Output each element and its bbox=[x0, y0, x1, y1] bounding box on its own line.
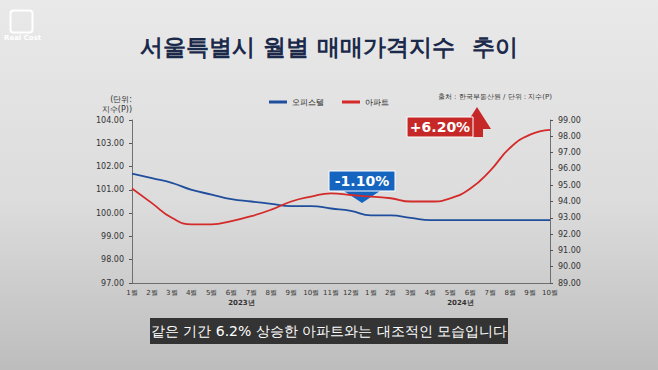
svg-text:1월: 1월 bbox=[126, 289, 137, 297]
svg-text:2024년: 2024년 bbox=[447, 299, 473, 307]
svg-text:8월: 8월 bbox=[266, 289, 277, 297]
svg-text:2월: 2월 bbox=[146, 289, 157, 297]
svg-text:99.00: 99.00 bbox=[558, 116, 581, 125]
svg-text:6월: 6월 bbox=[465, 289, 476, 297]
svg-text:10월: 10월 bbox=[303, 289, 319, 297]
svg-text:1월: 1월 bbox=[365, 289, 376, 297]
svg-text:98.00: 98.00 bbox=[558, 132, 581, 141]
svg-text:4월: 4월 bbox=[425, 289, 436, 297]
svg-text:104.00: 104.00 bbox=[96, 116, 124, 125]
svg-text:2023년: 2023년 bbox=[228, 299, 254, 307]
svg-text:5월: 5월 bbox=[445, 289, 456, 297]
svg-text:8월: 8월 bbox=[504, 289, 515, 297]
svg-text:93.00: 93.00 bbox=[558, 213, 581, 222]
svg-text:출처 : 한국부동산원 / 단위 : 지수(P): 출처 : 한국부동산원 / 단위 : 지수(P) bbox=[438, 93, 552, 101]
svg-text:94.00: 94.00 bbox=[558, 197, 581, 206]
svg-text:101.00: 101.00 bbox=[96, 185, 124, 194]
svg-text:5월: 5월 bbox=[206, 289, 217, 297]
svg-text:102.00: 102.00 bbox=[96, 162, 124, 171]
svg-text:6월: 6월 bbox=[226, 289, 237, 297]
svg-text:지수(P)): 지수(P)) bbox=[102, 105, 132, 114]
svg-text:4월: 4월 bbox=[186, 289, 197, 297]
svg-text:95.00: 95.00 bbox=[558, 181, 581, 190]
svg-text:(단위:: (단위: bbox=[110, 95, 132, 104]
svg-text:Real Cost: Real Cost bbox=[4, 34, 42, 42]
svg-text:9월: 9월 bbox=[286, 289, 297, 297]
svg-text:10월: 10월 bbox=[542, 289, 558, 297]
svg-text:7월: 7월 bbox=[485, 289, 496, 297]
svg-text:-1.10%: -1.10% bbox=[335, 173, 389, 189]
svg-text:7월: 7월 bbox=[246, 289, 257, 297]
svg-text:90.00: 90.00 bbox=[558, 262, 581, 271]
svg-text:서울특별시 월별 매매가격지수 추이: 서울특별시 월별 매매가격지수 추이 bbox=[140, 34, 517, 60]
svg-text:103.00: 103.00 bbox=[96, 139, 124, 148]
svg-text:98.00: 98.00 bbox=[101, 255, 124, 264]
svg-text:3월: 3월 bbox=[166, 289, 177, 297]
svg-text:+6.20%: +6.20% bbox=[410, 119, 470, 135]
svg-text:9월: 9월 bbox=[524, 289, 535, 297]
svg-text:100.00: 100.00 bbox=[96, 209, 124, 218]
svg-text:99.00: 99.00 bbox=[101, 232, 124, 241]
svg-text:89.00: 89.00 bbox=[558, 279, 581, 288]
svg-text:96.00: 96.00 bbox=[558, 164, 581, 173]
svg-text:91.00: 91.00 bbox=[558, 246, 581, 255]
svg-text:3월: 3월 bbox=[405, 289, 416, 297]
svg-text:97.00: 97.00 bbox=[558, 148, 581, 157]
svg-text:아파트: 아파트 bbox=[365, 98, 389, 107]
svg-text:2월: 2월 bbox=[385, 289, 396, 297]
svg-text:같은 기간 6.2% 상승한 아파트와는 대조적인 모습입니: 같은 기간 6.2% 상승한 아파트와는 대조적인 모습입니다 bbox=[151, 323, 507, 339]
svg-text:92.00: 92.00 bbox=[558, 230, 581, 239]
svg-text:97.00: 97.00 bbox=[101, 279, 124, 288]
svg-text:11월: 11월 bbox=[323, 289, 339, 297]
svg-text:오피스텔: 오피스텔 bbox=[292, 98, 324, 107]
svg-text:12월: 12월 bbox=[343, 289, 359, 297]
